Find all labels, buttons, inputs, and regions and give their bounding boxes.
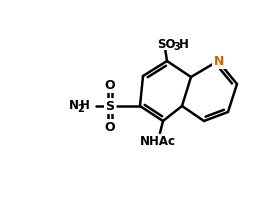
Text: S: S xyxy=(105,100,114,113)
Text: N: N xyxy=(69,99,79,112)
Text: H: H xyxy=(80,99,90,112)
Text: N: N xyxy=(214,55,224,68)
Text: SO: SO xyxy=(157,37,176,50)
Text: NHAc: NHAc xyxy=(140,135,176,148)
Text: 2: 2 xyxy=(77,103,84,114)
Text: 3: 3 xyxy=(173,42,180,52)
Text: O: O xyxy=(105,79,115,92)
Text: H: H xyxy=(179,37,189,50)
Text: O: O xyxy=(105,121,115,134)
